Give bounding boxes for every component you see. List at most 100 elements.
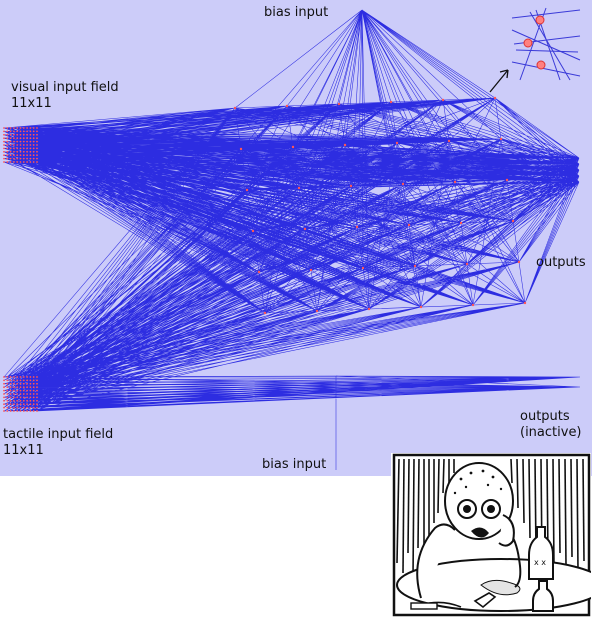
input-neuron [9,396,12,399]
input-neuron [32,127,35,129]
input-neuron [32,406,35,409]
input-neuron [32,389,35,392]
hidden-neuron [419,305,423,309]
input-neuron [36,393,38,395]
input-neuron [22,382,25,385]
input-neuron [3,140,5,143]
input-neuron [19,386,22,389]
input-neuron [19,137,22,140]
input-neuron [13,386,15,389]
input-neuron [19,127,22,129]
input-neuron [26,147,28,150]
input-neuron [26,410,28,412]
input-neuron [9,410,12,412]
input-neuron [36,127,38,129]
input-neuron [19,154,22,157]
input-neuron [26,154,28,157]
bias-input-label-top: bias input [264,5,329,20]
input-neuron [26,389,28,392]
input-neuron [3,399,5,402]
input-neuron [29,133,32,136]
inset-neuron [523,38,533,48]
input-neuron [36,137,38,140]
input-neuron [32,154,35,157]
input-neuron [9,130,12,133]
input-neuron [26,130,28,133]
input-neuron [22,144,25,146]
input-neuron [36,150,38,153]
input-neuron [6,140,9,143]
input-neuron [13,133,15,136]
input-neuron [3,137,5,140]
input-neuron [29,410,32,412]
input-neuron [6,154,9,157]
input-neuron [13,154,15,157]
hidden-neuron [447,139,451,143]
input-neuron [9,379,12,382]
input-neuron [16,147,19,150]
input-neuron [13,410,15,412]
inset-neuron [535,15,545,25]
input-neuron [29,386,32,389]
input-neuron [29,396,32,399]
hidden-neuron [309,268,313,272]
svg-text:x x: x x [534,558,546,567]
input-neuron [13,379,15,382]
input-neuron [36,154,38,157]
input-neuron [16,389,19,392]
zoom-inset [489,7,581,93]
input-neuron [19,403,22,406]
input-neuron [9,154,12,157]
input-neuron [13,150,15,153]
input-neuron [13,161,15,163]
input-neuron [19,157,22,160]
input-neuron [22,133,25,136]
hidden-neuron [337,102,341,106]
hidden-neuron [263,311,267,315]
hidden-neuron [251,229,255,233]
hidden-neuron [349,184,353,188]
input-neuron [26,376,28,378]
hidden-neuron [285,104,289,108]
input-neuron [36,140,38,143]
input-neuron [6,161,9,163]
input-neuron [16,161,19,163]
visual-input-size-label: 11x11 [11,96,52,111]
hidden-neuron [407,223,411,227]
input-neuron [16,403,19,406]
input-neuron [19,389,22,392]
input-neuron [13,389,15,392]
input-neuron [29,161,32,163]
input-neuron [9,386,12,389]
input-neuron [3,406,5,409]
input-neuron [32,140,35,143]
input-neuron [26,382,28,385]
input-neuron [3,133,5,136]
input-neuron [36,410,38,412]
input-neuron [29,399,32,402]
input-neuron [3,389,5,392]
input-neuron [26,161,28,163]
input-neuron [36,376,38,378]
input-neuron [16,386,19,389]
input-neuron [9,150,12,153]
input-neuron [13,144,15,146]
input-neuron [29,150,32,153]
input-neuron [32,144,35,146]
input-neuron [3,396,5,399]
input-neuron [32,403,35,406]
hidden-neuron [523,301,527,305]
input-neuron [13,137,15,140]
input-neuron [36,399,38,402]
input-neuron [19,161,22,163]
input-neuron [22,157,25,160]
input-neuron [6,403,9,406]
input-neuron [16,376,19,378]
input-neuron [13,396,15,399]
input-neuron [29,406,32,409]
input-neuron [29,393,32,395]
input-neuron [9,133,12,136]
input-neuron [32,150,35,153]
input-neuron [13,399,15,402]
